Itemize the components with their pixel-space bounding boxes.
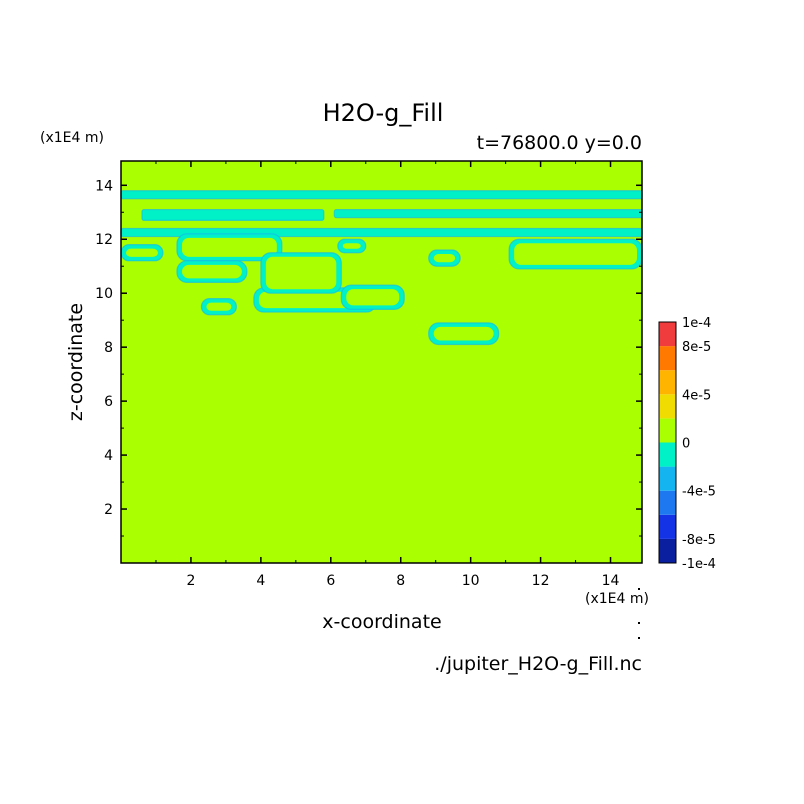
y-axis: 2 4 6 8 10 12 14 — [95, 178, 642, 537]
y-tick-label-5: 12 — [95, 232, 113, 248]
colorbar-label-3: 0 — [682, 437, 690, 452]
colorbar-labels: 1e-4 8e-5 4e-5 0 -4e-5 -8e-5 -1e-4 — [682, 316, 716, 572]
plot-frame — [120, 160, 643, 564]
y-tick-label-0: 2 — [104, 502, 113, 518]
contour-core-9 — [265, 256, 337, 290]
x-tick-label-1: 4 — [256, 573, 265, 589]
colorbar-swatch-4 — [659, 442, 676, 467]
chart-title: H2O-g_Fill — [323, 99, 444, 127]
colorbar-label-6: -1e-4 — [682, 557, 716, 572]
x-unit-label: (x1E4 m) — [585, 591, 649, 607]
chart-subtitle: t=76800.0 y=0.0 — [477, 132, 642, 154]
colorbar-label-4: -4e-5 — [682, 485, 716, 500]
contour-core-10 — [346, 289, 400, 306]
contour-core-13 — [514, 243, 637, 265]
colorbar-swatch-8 — [659, 346, 676, 371]
y-tick-label-6: 14 — [95, 178, 113, 194]
colorbar-label-1: 8e-5 — [682, 340, 711, 355]
colorbar-label-0: 1e-4 — [682, 316, 711, 331]
contour-core-4 — [126, 248, 158, 257]
colorbar-swatch-6 — [659, 394, 676, 419]
x-axis: 2 4 6 8 10 12 14 — [155, 161, 620, 589]
contour-core-11 — [342, 243, 361, 249]
x-tick-label-5: 12 — [532, 573, 550, 589]
x-tick-label-6: 14 — [602, 573, 620, 589]
contour-band-3 — [333, 208, 643, 219]
contour-core-7 — [206, 302, 232, 311]
y-unit-label: (x1E4 m) — [40, 130, 104, 146]
x-axis-label: x-coordinate — [322, 611, 441, 633]
colorbar — [658, 321, 677, 564]
x-tick-label-0: 2 — [186, 573, 195, 589]
contour-core-14 — [433, 326, 494, 341]
colorbar-swatch-2 — [659, 490, 676, 515]
contour-core-12 — [433, 254, 456, 263]
contour-core-6 — [181, 264, 242, 279]
colorbar-swatch-1 — [659, 514, 676, 539]
y-tick-label-3: 8 — [104, 340, 113, 356]
x-tick-label-2: 6 — [326, 573, 335, 589]
colorbar-swatch-3 — [659, 466, 676, 491]
colorbar-swatch-7 — [659, 370, 676, 395]
colorbar-swatch-0 — [659, 538, 676, 563]
y-axis-label: z-coordinate — [65, 303, 87, 421]
y-tick-label-2: 6 — [104, 394, 113, 410]
colorbar-label-2: 4e-5 — [682, 388, 711, 403]
contour-band-2 — [141, 208, 325, 221]
contour-core-5 — [181, 237, 277, 257]
contour-band-0 — [120, 190, 643, 200]
x-tick-label-4: 10 — [462, 573, 480, 589]
plot-area — [120, 161, 643, 563]
axis-markers — [638, 588, 640, 639]
y-tick-label-1: 4 — [104, 448, 113, 464]
field-background — [121, 161, 642, 563]
source-filename: ./jupiter_H2O-g_Fill.nc — [434, 653, 642, 675]
colorbar-swatch-5 — [659, 418, 676, 443]
colorbar-frame — [658, 321, 677, 564]
colorbar-label-5: -8e-5 — [682, 533, 716, 548]
x-tick-label-3: 8 — [396, 573, 405, 589]
y-tick-label-4: 10 — [95, 286, 113, 302]
colorbar-swatch-9 — [659, 322, 676, 347]
